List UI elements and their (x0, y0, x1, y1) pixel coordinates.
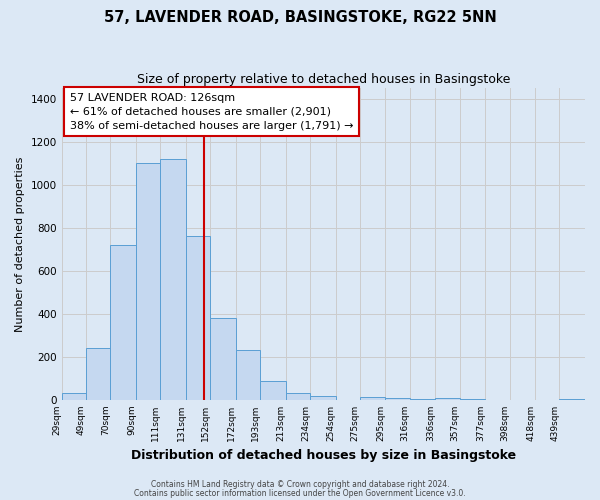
Bar (210, 318, 236, 400)
Y-axis label: Number of detached properties: Number of detached properties (15, 156, 25, 332)
Title: Size of property relative to detached houses in Basingstoke: Size of property relative to detached ho… (137, 72, 510, 86)
Bar (559, 399, 585, 400)
Text: 57, LAVENDER ROAD, BASINGSTOKE, RG22 5NN: 57, LAVENDER ROAD, BASINGSTOKE, RG22 5NN (104, 10, 496, 25)
Bar (410, 399, 436, 400)
Text: 57 LAVENDER ROAD: 126sqm
← 61% of detached houses are smaller (2,901)
38% of sem: 57 LAVENDER ROAD: 126sqm ← 61% of detach… (70, 92, 353, 130)
Bar (310, 396, 335, 400)
Bar (110, 245, 136, 400)
X-axis label: Distribution of detached houses by size in Basingstoke: Distribution of detached houses by size … (131, 450, 516, 462)
Text: Contains public sector information licensed under the Open Government Licence v3: Contains public sector information licen… (134, 488, 466, 498)
Bar (62, 394, 86, 400)
Bar (236, 350, 260, 400)
Bar (186, 236, 210, 400)
Text: Contains HM Land Registry data © Crown copyright and database right 2024.: Contains HM Land Registry data © Crown c… (151, 480, 449, 489)
Bar (436, 398, 460, 400)
Bar (260, 380, 286, 400)
Bar (360, 396, 385, 400)
Bar (385, 398, 410, 400)
Bar (86, 348, 110, 400)
Bar (160, 159, 186, 400)
Bar (136, 164, 160, 400)
Bar (460, 399, 485, 400)
Bar (286, 394, 310, 400)
